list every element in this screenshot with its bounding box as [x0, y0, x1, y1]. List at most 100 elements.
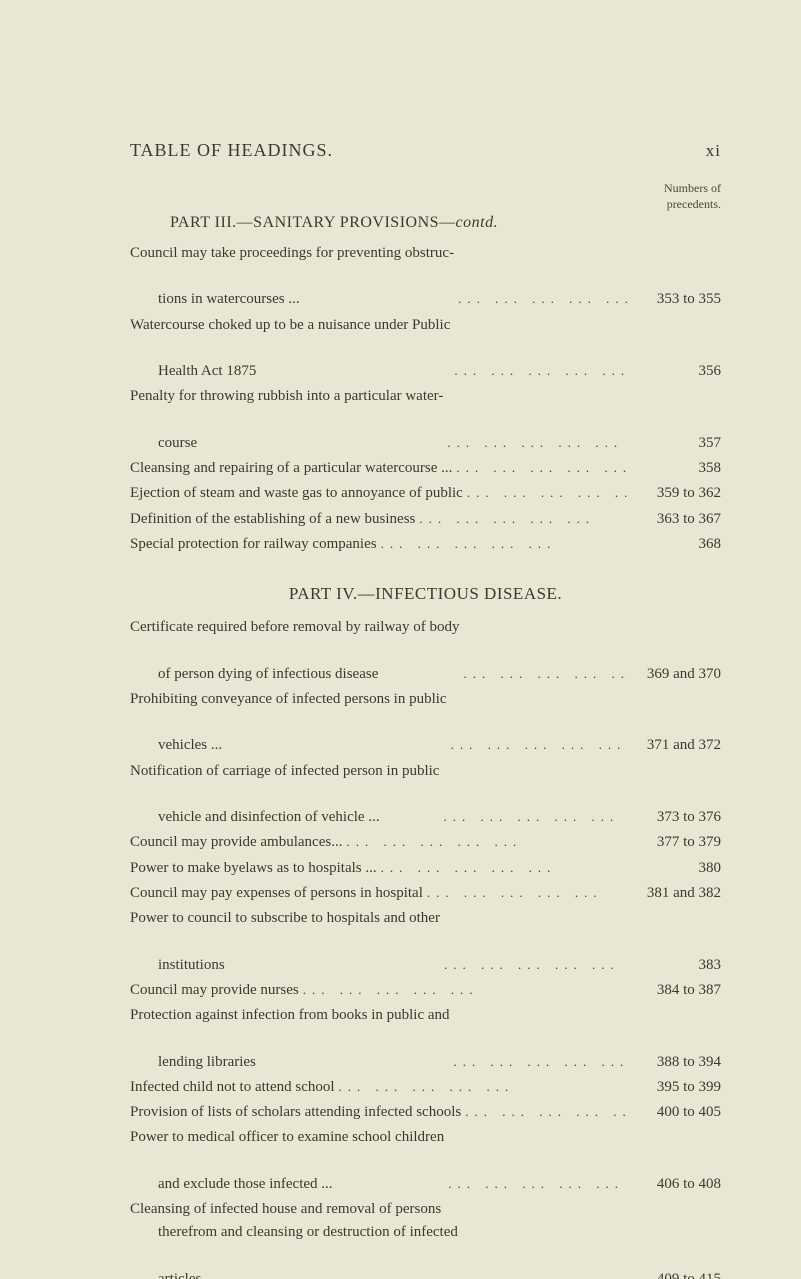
toc-entry-line2: institutions [130, 957, 225, 973]
toc-entry-pages: 359 to 362 [631, 482, 721, 505]
toc-entry-line2: tions in watercourses ... [130, 291, 300, 307]
toc-entry-text: Council may take proceedings for prevent… [130, 242, 454, 312]
toc-entry-text: Power to medical officer to examine scho… [130, 1126, 444, 1196]
toc-entry-line1: Cleansing of infected house and removal … [130, 1198, 458, 1221]
toc-entry-line1: Cleansing and repairing of a particular … [130, 457, 452, 480]
precedents-label-line1: Numbers of [130, 181, 721, 195]
toc-entry-line1: Council may provide nurses [130, 979, 299, 1002]
toc-entry-line1: Notification of carriage of infected per… [130, 760, 439, 783]
toc-entry-line1: Provision of lists of scholars attending… [130, 1101, 461, 1124]
leader-dots: ... ... ... ... ... [444, 1174, 631, 1196]
part-3-heading: PART III.—SANITARY PROVISIONS—contd. [130, 214, 721, 232]
toc-entry-line1: Definition of the establishing of a new … [130, 508, 415, 531]
toc-entry: Special protection for railway companies… [130, 533, 721, 556]
part-3-prefix: PART III.—SANITARY PROVISIONS— [170, 214, 456, 231]
toc-entry-pages: 369 and 370 [631, 663, 721, 686]
toc-entry-pages: 381 and 382 [631, 882, 721, 905]
leader-dots: ... ... ... ... ... [440, 955, 631, 977]
toc-entry-pages: 356 [631, 360, 721, 383]
toc-entry-line1: Certificate required before removal by r… [130, 616, 459, 639]
toc-entry-line2: articles ... [130, 1271, 216, 1279]
toc-entry-line1: Power to council to subscribe to hospita… [130, 907, 440, 930]
toc-entry-text: Special protection for railway companies [130, 533, 377, 556]
toc-entry-pages: 406 to 408 [631, 1173, 721, 1196]
toc-entry-text: Cleansing and repairing of a particular … [130, 457, 452, 480]
leader-dots: ... ... ... ... ... [423, 883, 631, 905]
toc-entry-text: Power to make byelaws as to hospitals ..… [130, 857, 377, 880]
toc-entry: Council may provide nurses... ... ... ..… [130, 979, 721, 1002]
toc-entry-line1: Protection against infection from books … [130, 1004, 450, 1027]
leader-dots: ... ... ... ... ... [463, 483, 631, 505]
toc-entry-line1: Special protection for railway companies [130, 533, 377, 556]
leader-dots: ... ... ... ... ... [377, 858, 631, 880]
toc-entry: Power to council to subscribe to hospita… [130, 907, 721, 977]
toc-entry-line2a: therefrom and cleansing or destruction o… [130, 1221, 458, 1244]
leader-dots: ... ... ... ... ... [450, 361, 631, 383]
toc-entry: Council may take proceedings for prevent… [130, 242, 721, 312]
toc-entry-pages: 388 to 394 [631, 1051, 721, 1074]
toc-entry-line2: vehicles ... [130, 737, 222, 753]
toc-entry: Ejection of steam and waste gas to annoy… [130, 482, 721, 505]
part-3-entries: Council may take proceedings for prevent… [130, 242, 721, 556]
toc-entry-text: Prohibiting conveyance of infected perso… [130, 688, 447, 758]
toc-entry-pages: 368 [631, 533, 721, 556]
toc-entry: Power to medical officer to examine scho… [130, 1126, 721, 1196]
toc-entry-line1: Power to medical officer to examine scho… [130, 1126, 444, 1149]
leader-dots: ... ... ... ... ... [459, 664, 631, 686]
toc-entry-pages: 371 and 372 [631, 734, 721, 757]
toc-entry-line1: Council may pay expenses of persons in h… [130, 882, 423, 905]
toc-entry-text: Infected child not to attend school [130, 1076, 335, 1099]
toc-entry: Council may provide ambulances...... ...… [130, 831, 721, 854]
toc-entry: Protection against infection from books … [130, 1004, 721, 1074]
toc-entry-line1: Infected child not to attend school [130, 1076, 335, 1099]
toc-entry-pages: 383 [631, 954, 721, 977]
toc-entry-pages: 357 [631, 432, 721, 455]
page-title: TABLE OF HEADINGS. [130, 140, 333, 161]
toc-entry-text: Cleansing of infected house and removal … [130, 1198, 458, 1279]
toc-entry-pages: 353 to 355 [631, 288, 721, 311]
toc-entry-line2: course [130, 435, 197, 451]
toc-entry-pages: 358 [631, 457, 721, 480]
toc-entry-line1: Ejection of steam and waste gas to annoy… [130, 482, 463, 505]
toc-entry: Provision of lists of scholars attending… [130, 1101, 721, 1124]
toc-entry-text: Council may pay expenses of persons in h… [130, 882, 423, 905]
toc-entry-line1: Council may take proceedings for prevent… [130, 242, 454, 265]
toc-entry-pages: 380 [631, 857, 721, 880]
leader-dots: ... ... ... ... ... [415, 509, 631, 531]
toc-entry-line2: Health Act 1875 [130, 363, 256, 379]
toc-entry-pages: 373 to 376 [631, 806, 721, 829]
toc-entry: Power to make byelaws as to hospitals ..… [130, 857, 721, 880]
toc-entry: Council may pay expenses of persons in h… [130, 882, 721, 905]
toc-entry-pages: 384 to 387 [631, 979, 721, 1002]
page: TABLE OF HEADINGS. xi Numbers of precede… [0, 0, 801, 1279]
leader-dots: ... ... ... ... ... [450, 1052, 631, 1074]
toc-entry: Notification of carriage of infected per… [130, 760, 721, 830]
toc-entry-line1: Prohibiting conveyance of infected perso… [130, 688, 447, 711]
leader-dots: ... ... ... ... ... [454, 289, 631, 311]
toc-entry-text: Council may provide nurses [130, 979, 299, 1002]
toc-entry: Certificate required before removal by r… [130, 616, 721, 686]
toc-entry-text: Notification of carriage of infected per… [130, 760, 439, 830]
toc-entry-text: Definition of the establishing of a new … [130, 508, 415, 531]
toc-entry-line2: lending libraries [130, 1054, 256, 1070]
running-header: TABLE OF HEADINGS. xi [130, 140, 721, 161]
toc-entry: Watercourse choked up to be a nuisance u… [130, 314, 721, 384]
toc-entry-text: Provision of lists of scholars attending… [130, 1101, 461, 1124]
toc-entry-line1: Council may provide ambulances... [130, 831, 342, 854]
toc-entry-text: Power to council to subscribe to hospita… [130, 907, 440, 977]
toc-entry-text: Council may provide ambulances... [130, 831, 342, 854]
leader-dots: ... ... ... ... ... [443, 433, 631, 455]
precedents-label-line2: precedents. [130, 197, 721, 211]
toc-entry-pages: 377 to 379 [631, 831, 721, 854]
leader-dots: ... ... ... ... ... [342, 832, 631, 854]
toc-entry-pages: 409 to 415 [631, 1268, 721, 1279]
toc-entry-line1: Power to make byelaws as to hospitals ..… [130, 857, 377, 880]
toc-entry-text: Certificate required before removal by r… [130, 616, 459, 686]
toc-entry-line1: Watercourse choked up to be a nuisance u… [130, 314, 450, 337]
toc-entry-line1: Penalty for throwing rubbish into a part… [130, 385, 443, 408]
leader-dots: ... ... ... ... ... [458, 1269, 631, 1279]
leader-dots: ... ... ... ... ... [461, 1102, 631, 1124]
toc-entry: Cleansing of infected house and removal … [130, 1198, 721, 1279]
leader-dots: ... ... ... ... ... [377, 534, 631, 556]
toc-entry: Definition of the establishing of a new … [130, 508, 721, 531]
